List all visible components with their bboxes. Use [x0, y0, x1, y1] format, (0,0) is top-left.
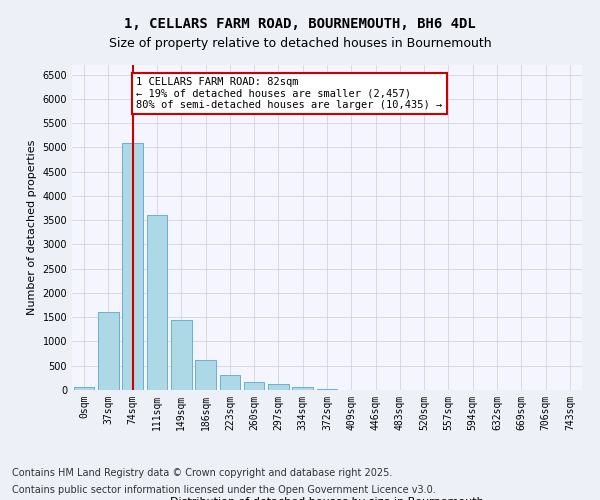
- Bar: [171, 320, 191, 390]
- Y-axis label: Number of detached properties: Number of detached properties: [27, 140, 37, 315]
- Bar: [122, 142, 143, 390]
- Bar: [317, 389, 337, 390]
- Bar: [292, 388, 313, 390]
- Bar: [244, 382, 265, 390]
- Bar: [98, 312, 119, 390]
- Bar: [268, 384, 289, 390]
- Bar: [195, 360, 216, 390]
- Text: Contains HM Land Registry data © Crown copyright and database right 2025.: Contains HM Land Registry data © Crown c…: [12, 468, 392, 477]
- X-axis label: Distribution of detached houses by size in Bournemouth: Distribution of detached houses by size …: [170, 497, 484, 500]
- Bar: [146, 216, 167, 390]
- Bar: [220, 375, 240, 390]
- Text: 1 CELLARS FARM ROAD: 82sqm
← 19% of detached houses are smaller (2,457)
80% of s: 1 CELLARS FARM ROAD: 82sqm ← 19% of deta…: [136, 77, 443, 110]
- Text: 1, CELLARS FARM ROAD, BOURNEMOUTH, BH6 4DL: 1, CELLARS FARM ROAD, BOURNEMOUTH, BH6 4…: [124, 18, 476, 32]
- Bar: [74, 387, 94, 390]
- Text: Contains public sector information licensed under the Open Government Licence v3: Contains public sector information licen…: [12, 485, 436, 495]
- Text: Size of property relative to detached houses in Bournemouth: Size of property relative to detached ho…: [109, 38, 491, 51]
